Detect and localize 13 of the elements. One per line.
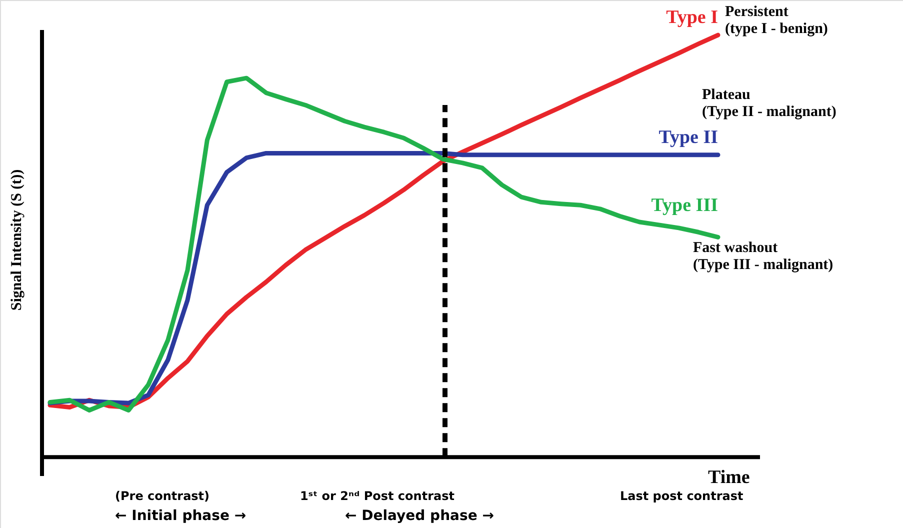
series-label: Type III bbox=[651, 195, 718, 216]
series-label: Type I bbox=[666, 7, 718, 28]
annotation: Plateau (Type II - malignant) bbox=[702, 87, 836, 120]
annotation: Fast washout (Type III - malignant) bbox=[693, 240, 834, 273]
text: ← Delayed phase → bbox=[345, 508, 494, 524]
y-axis-title: Signal Intensity (S (t)) bbox=[9, 169, 25, 311]
text: 1ˢᵗ or 2ⁿᵈ Post contrast bbox=[300, 489, 455, 503]
annotation: Persistent (type I - benign) bbox=[725, 4, 828, 37]
x-axis-title: Time bbox=[708, 467, 750, 488]
series-label: Type II bbox=[658, 126, 718, 148]
text: (Pre contrast) bbox=[115, 489, 210, 503]
text: ← Initial phase → bbox=[115, 508, 246, 524]
text: Last post contrast bbox=[620, 489, 744, 503]
